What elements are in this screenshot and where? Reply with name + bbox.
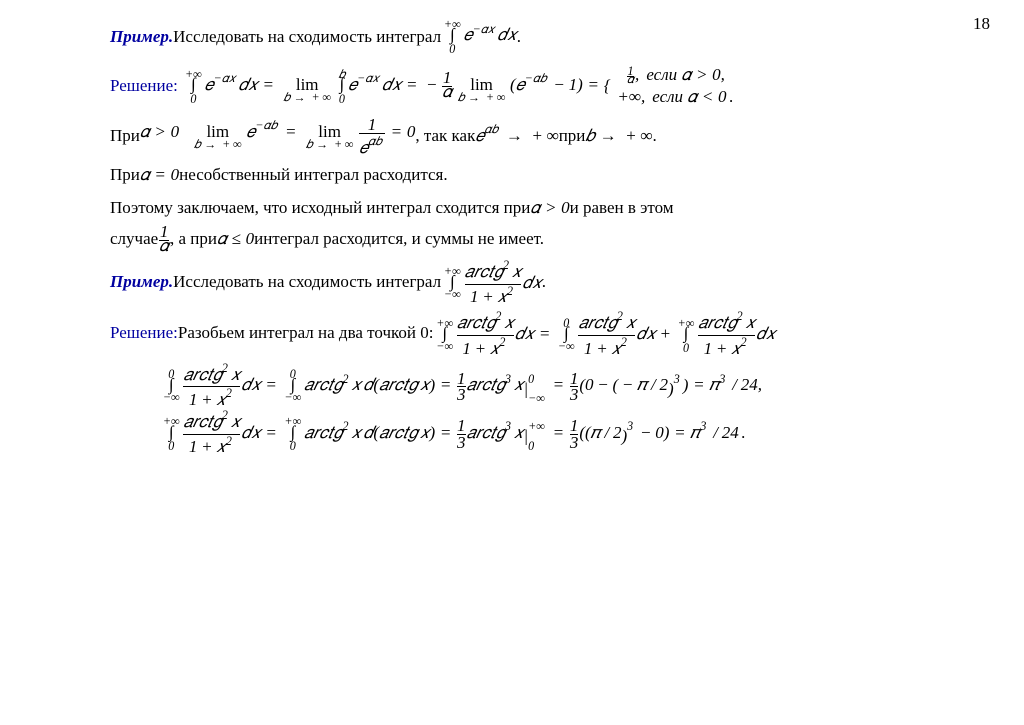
example1-solution: Решение: ∫0+∞ e−αxdx = limb→+∞ ∫0b e−αxd… [110, 63, 914, 109]
when-text: при [559, 124, 586, 148]
at-label: При [110, 124, 140, 148]
example1-conclusion-2: случае 1α , а при α≤0 интеграл расходитс… [110, 226, 914, 251]
since-math: eαb→+∞ [475, 124, 558, 148]
conc-d: , а при [170, 227, 217, 251]
alpha-zero-math: α=0 [140, 163, 179, 187]
example1-solution-math: ∫0+∞ e−αxdx = limb→+∞ ∫0b e−αxdx = −1α l… [182, 63, 743, 109]
example1-prompt: Пример. Исследовать на сходимость интегр… [110, 20, 914, 53]
alpha-le0-math: α≤0 [217, 227, 254, 251]
example1-conclusion-1: Поэтому заключаем, что исходный интеграл… [110, 196, 914, 220]
split-math: ∫−∞+∞ arctg2x 1+x2 dx = ∫−∞0 arctg2x 1+x… [433, 312, 775, 353]
conc-e: интеграл расходится, и суммы не имеет. [254, 227, 544, 251]
conc-c: случае [110, 227, 158, 251]
alpha-pos-math: α>0 [530, 196, 569, 220]
period2: . [653, 124, 657, 148]
example2-part1: ∫−∞0 arctg2x 1+x2 dx = ∫−∞0 arctg2x d(ar… [160, 364, 914, 405]
example2-prompt: Пример. Исследовать на сходимость интегр… [110, 261, 914, 302]
when-math: b→+∞ [585, 124, 652, 148]
conc-b: и равен в этом [570, 196, 674, 220]
example2-split: Решение: Разобьем интеграл на два точкой… [110, 312, 914, 353]
solution-label-2: Решение: [110, 321, 178, 345]
part2-math: ∫0+∞ arctg2x 1+x2 dx = ∫0+∞ arctg2x d(ar… [160, 411, 749, 452]
example2-part2: ∫0+∞ arctg2x 1+x2 dx = ∫0+∞ arctg2x d(ar… [160, 411, 914, 452]
example2-text: Исследовать на сходимость интеграл [173, 270, 441, 294]
part1-math: ∫−∞0 arctg2x 1+x2 dx = ∫−∞0 arctg2x d(ar… [160, 364, 765, 405]
example1-alpha-zero: При α=0 несобственный интеграл расходитс… [110, 163, 914, 187]
conc-a: Поэтому заключаем, что исходный интеграл… [110, 196, 530, 220]
example1-integral: ∫0+∞ e−αxdx [441, 20, 517, 53]
example-label: Пример. [110, 25, 173, 49]
at-label2: При [110, 163, 140, 187]
alpha-zero-text: несобственный интеграл расходится. [179, 163, 447, 187]
solution-label: Решение: [110, 74, 178, 98]
one-over-alpha: 1α [158, 226, 170, 251]
period: . [517, 25, 521, 49]
example1-text: Исследовать на сходимость интеграл [173, 25, 441, 49]
period3: . [542, 270, 546, 294]
alpha-pos-limit: α>0 limb→+∞ e−αb = limb→+∞ 1eαb =0 [140, 119, 415, 153]
since-text: , так как [415, 124, 475, 148]
example2-integral: ∫−∞+∞ arctg2x 1+x2 dx [441, 261, 542, 302]
page-body: Пример. Исследовать на сходимость интегр… [0, 0, 1024, 482]
page-number: 18 [973, 14, 990, 34]
example1-alpha-positive: При α>0 limb→+∞ e−αb = limb→+∞ 1eαb =0 ,… [110, 119, 914, 153]
example-label-2: Пример. [110, 270, 173, 294]
split-text: Разобьем интеграл на два точкой 0: [178, 321, 434, 345]
